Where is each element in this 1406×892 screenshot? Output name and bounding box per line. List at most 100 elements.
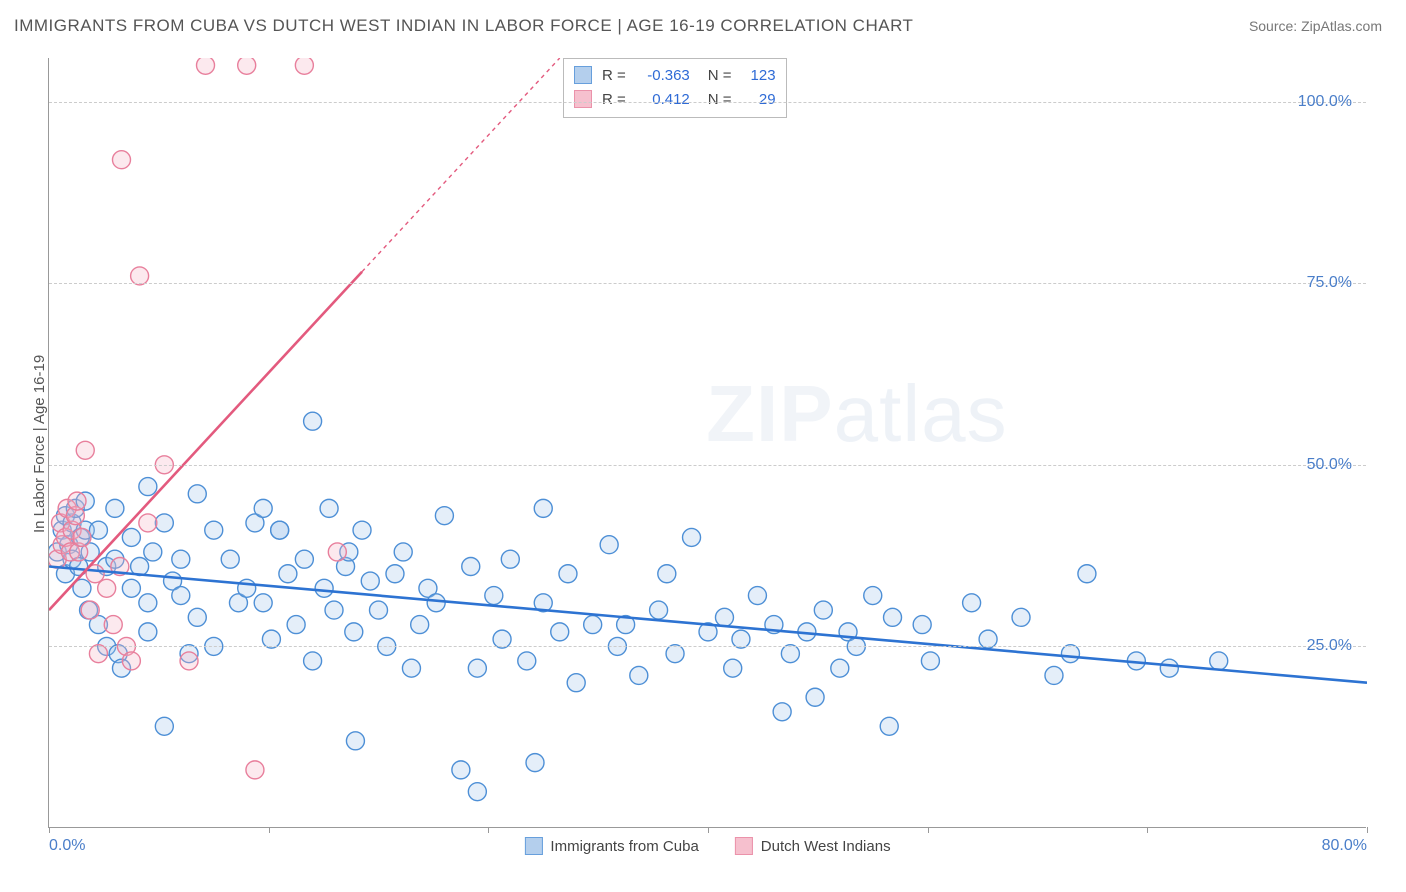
grid-line: [49, 283, 1366, 284]
cuba-point: [526, 754, 544, 772]
cuba-point: [144, 543, 162, 561]
cuba-point: [559, 565, 577, 583]
cuba-swatch: [524, 837, 542, 855]
cuba-point: [427, 594, 445, 612]
y-axis-label: In Labor Force | Age 16-19: [31, 355, 48, 533]
dutch-trend-line: [49, 272, 362, 610]
x-tick-mark: [1367, 827, 1368, 833]
cuba-point: [468, 783, 486, 801]
cuba-point: [325, 601, 343, 619]
cuba-point: [831, 659, 849, 677]
x-tick-mark: [49, 827, 50, 833]
cuba-point: [172, 550, 190, 568]
dutch-swatch: [574, 90, 592, 108]
x-tick-mark: [708, 827, 709, 833]
cuba-trend-line: [49, 566, 1367, 682]
cuba-point: [346, 732, 364, 750]
cuba-point: [864, 587, 882, 605]
cuba-point: [361, 572, 379, 590]
cuba-point: [1012, 608, 1030, 626]
dutch-point: [122, 652, 140, 670]
cuba-point: [254, 499, 272, 517]
cuba-point: [320, 499, 338, 517]
cuba-point: [814, 601, 832, 619]
cuba-point: [715, 608, 733, 626]
chart-title: IMMIGRANTS FROM CUBA VS DUTCH WEST INDIA…: [14, 16, 913, 36]
legend-item-dutch: Dutch West Indians: [735, 837, 891, 855]
cuba-point: [462, 557, 480, 575]
legend-label: Immigrants from Cuba: [550, 838, 698, 855]
scatter-svg: [49, 58, 1367, 828]
y-tick-label: 100.0%: [1298, 93, 1352, 111]
stat-r-label: R =: [602, 67, 626, 84]
source-link[interactable]: ZipAtlas.com: [1301, 18, 1382, 34]
x-tick-mark: [928, 827, 929, 833]
cuba-point: [402, 659, 420, 677]
dutch-point: [112, 151, 130, 169]
cuba-point: [345, 623, 363, 641]
y-tick-label: 75.0%: [1307, 274, 1352, 292]
cuba-point: [238, 579, 256, 597]
dutch-point: [76, 441, 94, 459]
cuba-point: [880, 717, 898, 735]
cuba-point: [963, 594, 981, 612]
cuba-point: [188, 485, 206, 503]
x-tick-label: 0.0%: [49, 837, 85, 855]
cuba-point: [658, 565, 676, 583]
dutch-point: [139, 514, 157, 532]
stats-legend-box: R =-0.363N =123R =0.412N =29: [563, 58, 787, 118]
dutch-point: [180, 652, 198, 670]
cuba-point: [600, 536, 618, 554]
cuba-point: [650, 601, 668, 619]
cuba-point: [1160, 659, 1178, 677]
x-tick-mark: [488, 827, 489, 833]
cuba-point: [155, 717, 173, 735]
cuba-point: [353, 521, 371, 539]
cuba-point: [139, 594, 157, 612]
cuba-point: [724, 659, 742, 677]
cuba-point: [584, 616, 602, 634]
stat-r-label: R =: [602, 91, 626, 108]
x-tick-label: 80.0%: [1322, 837, 1367, 855]
cuba-point: [630, 666, 648, 684]
cuba-point: [370, 601, 388, 619]
cuba-point: [683, 528, 701, 546]
grid-line: [49, 102, 1366, 103]
cuba-point: [1045, 666, 1063, 684]
dutch-point: [328, 543, 346, 561]
stat-r-value: 0.412: [636, 91, 690, 108]
stat-r-value: -0.363: [636, 67, 690, 84]
cuba-point: [913, 616, 931, 634]
cuba-swatch: [574, 66, 592, 84]
cuba-point: [501, 550, 519, 568]
dutch-point: [81, 601, 99, 619]
stats-row-dutch: R =0.412N =29: [574, 87, 776, 111]
dutch-point: [104, 616, 122, 634]
stats-row-cuba: R = -0.363 N = 123: [574, 63, 776, 87]
cuba-point: [122, 579, 140, 597]
dutch-swatch: [735, 837, 753, 855]
dutch-point: [73, 528, 91, 546]
cuba-point: [139, 478, 157, 496]
dutch-point: [246, 761, 264, 779]
y-tick-label: 50.0%: [1307, 456, 1352, 474]
cuba-point: [884, 608, 902, 626]
x-tick-mark: [269, 827, 270, 833]
cuba-point: [567, 674, 585, 692]
cuba-point: [534, 499, 552, 517]
cuba-point: [304, 412, 322, 430]
stat-n-value: 123: [742, 67, 776, 84]
x-tick-mark: [1147, 827, 1148, 833]
dutch-point: [238, 58, 256, 74]
stat-n-label: N =: [708, 67, 732, 84]
cuba-point: [315, 579, 333, 597]
cuba-point: [188, 608, 206, 626]
cuba-point: [287, 616, 305, 634]
stat-n-value: 29: [742, 91, 776, 108]
chart-plot-area: ZIPatlas In Labor Force | Age 16-19 R =-…: [48, 58, 1366, 828]
cuba-point: [435, 507, 453, 525]
dutch-point: [295, 58, 313, 74]
cuba-point: [304, 652, 322, 670]
cuba-point: [485, 587, 503, 605]
cuba-point: [1078, 565, 1096, 583]
